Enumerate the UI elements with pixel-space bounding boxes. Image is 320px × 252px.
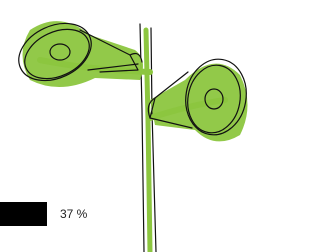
loading-screen: 37 %: [0, 0, 262, 252]
progress-label: 37 %: [60, 207, 88, 221]
progress-bar: [0, 202, 47, 226]
progress: 37 %: [0, 202, 88, 226]
